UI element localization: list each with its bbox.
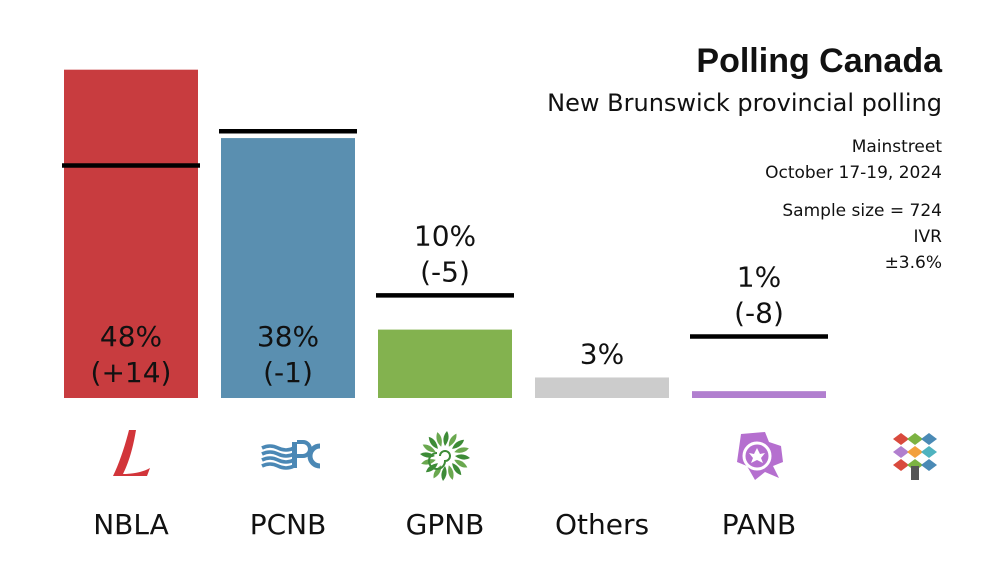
party-name-pcnb: PCNB (250, 508, 327, 541)
change-label-panb: (-8) (734, 296, 784, 329)
party-name-panb: PANB (722, 508, 796, 541)
chart-subtitle: New Brunswick provincial polling (547, 89, 942, 117)
poll-method: IVR (913, 227, 942, 247)
value-label-pcnb: 38% (257, 320, 319, 353)
pollster-name: Mainstreet (851, 137, 942, 157)
change-label-gpnb: (-5) (420, 255, 470, 288)
green-logo-icon (420, 431, 470, 481)
chart-title: Polling Canada (696, 42, 942, 80)
party-name-gpnb: GPNB (406, 508, 485, 541)
change-label-pcnb: (-1) (263, 356, 313, 389)
change-label-nbla: (+14) (91, 356, 172, 389)
value-label-nbla: 48% (100, 320, 162, 353)
pc-logo-icon (261, 440, 321, 470)
chart-header: Polling Canada New Brunswick provincial … (547, 40, 942, 276)
bar-others (535, 377, 669, 398)
liberal-logo-icon (113, 430, 150, 476)
party-name-nbla: NBLA (93, 508, 169, 541)
party-name-others: Others (555, 508, 649, 541)
bar-nbla (64, 69, 198, 399)
value-label-gpnb: 10% (414, 219, 476, 252)
margin-of-error: ±3.6% (884, 253, 942, 273)
value-label-others: 3% (580, 337, 624, 370)
sample-size: Sample size = 724 (782, 201, 942, 221)
value-label-panb: 1% (737, 260, 781, 293)
pa-logo-icon (737, 432, 783, 480)
bar-panb (692, 391, 826, 398)
polling-canada-logo-icon (893, 433, 937, 480)
poll-dates: October 17-19, 2024 (765, 163, 942, 183)
bar-pcnb (221, 138, 355, 398)
bar-gpnb (378, 329, 512, 398)
